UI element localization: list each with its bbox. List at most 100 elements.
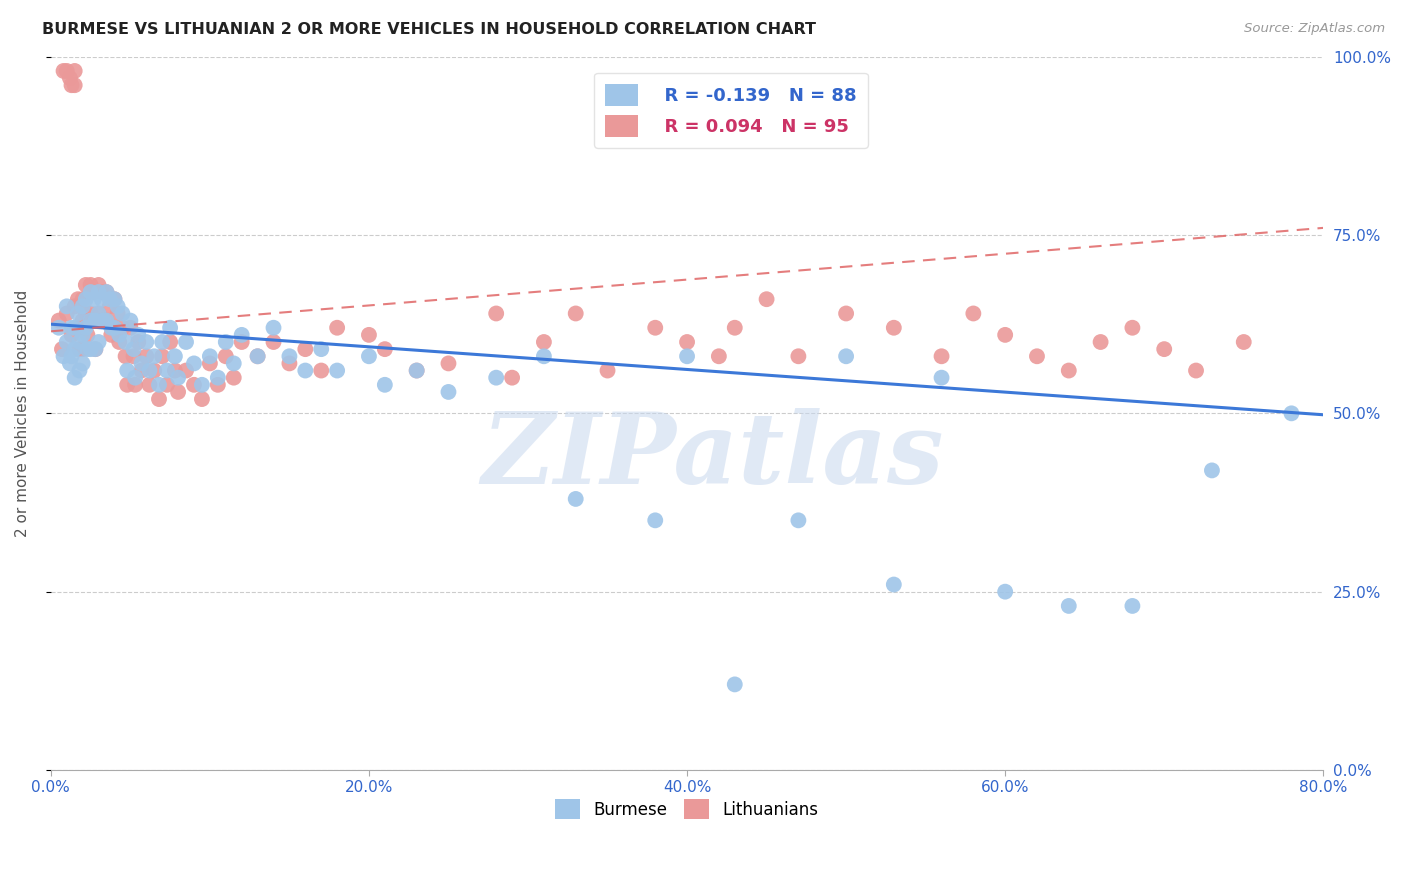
Point bbox=[501, 370, 523, 384]
Point bbox=[55, 306, 77, 320]
Point bbox=[91, 313, 114, 327]
Point bbox=[183, 377, 205, 392]
Point bbox=[48, 320, 70, 334]
Point bbox=[222, 370, 245, 384]
Point bbox=[131, 363, 153, 377]
Point bbox=[63, 78, 86, 93]
Point bbox=[150, 349, 173, 363]
Point bbox=[98, 292, 121, 306]
Point bbox=[644, 513, 666, 527]
Point bbox=[114, 349, 136, 363]
Point bbox=[222, 356, 245, 370]
Point bbox=[198, 356, 221, 370]
Point bbox=[644, 320, 666, 334]
Point bbox=[485, 306, 508, 320]
Point bbox=[191, 392, 214, 406]
Point bbox=[52, 64, 75, 78]
Point bbox=[124, 377, 146, 392]
Point bbox=[231, 334, 253, 349]
Point bbox=[79, 313, 101, 327]
Text: BURMESE VS LITHUANIAN 2 OR MORE VEHICLES IN HOUSEHOLD CORRELATION CHART: BURMESE VS LITHUANIAN 2 OR MORE VEHICLES… bbox=[42, 22, 815, 37]
Point bbox=[84, 342, 107, 356]
Point bbox=[707, 349, 730, 363]
Point bbox=[437, 384, 460, 399]
Point bbox=[138, 363, 160, 377]
Point bbox=[87, 306, 110, 320]
Text: Source: ZipAtlas.com: Source: ZipAtlas.com bbox=[1244, 22, 1385, 36]
Point bbox=[437, 356, 460, 370]
Point bbox=[163, 363, 186, 377]
Point bbox=[374, 377, 396, 392]
Point bbox=[55, 64, 77, 78]
Point bbox=[60, 327, 83, 342]
Point bbox=[90, 285, 112, 299]
Point bbox=[122, 349, 145, 363]
Point bbox=[994, 584, 1017, 599]
Point bbox=[1057, 363, 1080, 377]
Point bbox=[111, 320, 134, 334]
Point bbox=[207, 377, 229, 392]
Point bbox=[103, 292, 125, 306]
Point bbox=[72, 292, 94, 306]
Point bbox=[87, 306, 110, 320]
Point bbox=[96, 285, 118, 299]
Point bbox=[59, 356, 82, 370]
Point bbox=[357, 349, 380, 363]
Point bbox=[55, 334, 77, 349]
Y-axis label: 2 or more Vehicles in Household: 2 or more Vehicles in Household bbox=[15, 290, 30, 537]
Point bbox=[294, 342, 316, 356]
Point bbox=[835, 349, 858, 363]
Point bbox=[787, 513, 810, 527]
Point bbox=[1090, 334, 1112, 349]
Point bbox=[66, 306, 89, 320]
Point bbox=[51, 342, 73, 356]
Point bbox=[91, 313, 114, 327]
Point bbox=[994, 327, 1017, 342]
Point bbox=[124, 370, 146, 384]
Point bbox=[79, 285, 101, 299]
Point bbox=[84, 313, 107, 327]
Point bbox=[962, 306, 984, 320]
Point bbox=[100, 327, 122, 342]
Point bbox=[374, 342, 396, 356]
Point bbox=[835, 306, 858, 320]
Point bbox=[135, 349, 157, 363]
Point bbox=[198, 349, 221, 363]
Point bbox=[122, 342, 145, 356]
Point bbox=[1201, 463, 1223, 477]
Point bbox=[108, 334, 131, 349]
Point bbox=[55, 299, 77, 313]
Point bbox=[120, 320, 142, 334]
Point bbox=[52, 349, 75, 363]
Point bbox=[156, 377, 179, 392]
Point bbox=[724, 320, 747, 334]
Point bbox=[72, 299, 94, 313]
Point bbox=[96, 313, 118, 327]
Point bbox=[787, 349, 810, 363]
Point bbox=[59, 71, 82, 86]
Point bbox=[127, 334, 149, 349]
Point bbox=[63, 342, 86, 356]
Point bbox=[183, 356, 205, 370]
Point bbox=[883, 320, 905, 334]
Point bbox=[115, 377, 138, 392]
Point bbox=[405, 363, 427, 377]
Point bbox=[309, 363, 332, 377]
Point bbox=[107, 299, 129, 313]
Point bbox=[75, 306, 97, 320]
Point bbox=[63, 299, 86, 313]
Point bbox=[72, 313, 94, 327]
Point bbox=[1281, 406, 1303, 420]
Point bbox=[1233, 334, 1256, 349]
Point bbox=[103, 320, 125, 334]
Point bbox=[79, 277, 101, 292]
Point bbox=[72, 342, 94, 356]
Point bbox=[1153, 342, 1175, 356]
Point bbox=[231, 327, 253, 342]
Point bbox=[127, 327, 149, 342]
Legend: Burmese, Lithuanians: Burmese, Lithuanians bbox=[548, 792, 825, 826]
Point bbox=[485, 370, 508, 384]
Point bbox=[357, 327, 380, 342]
Point bbox=[148, 392, 170, 406]
Point bbox=[120, 313, 142, 327]
